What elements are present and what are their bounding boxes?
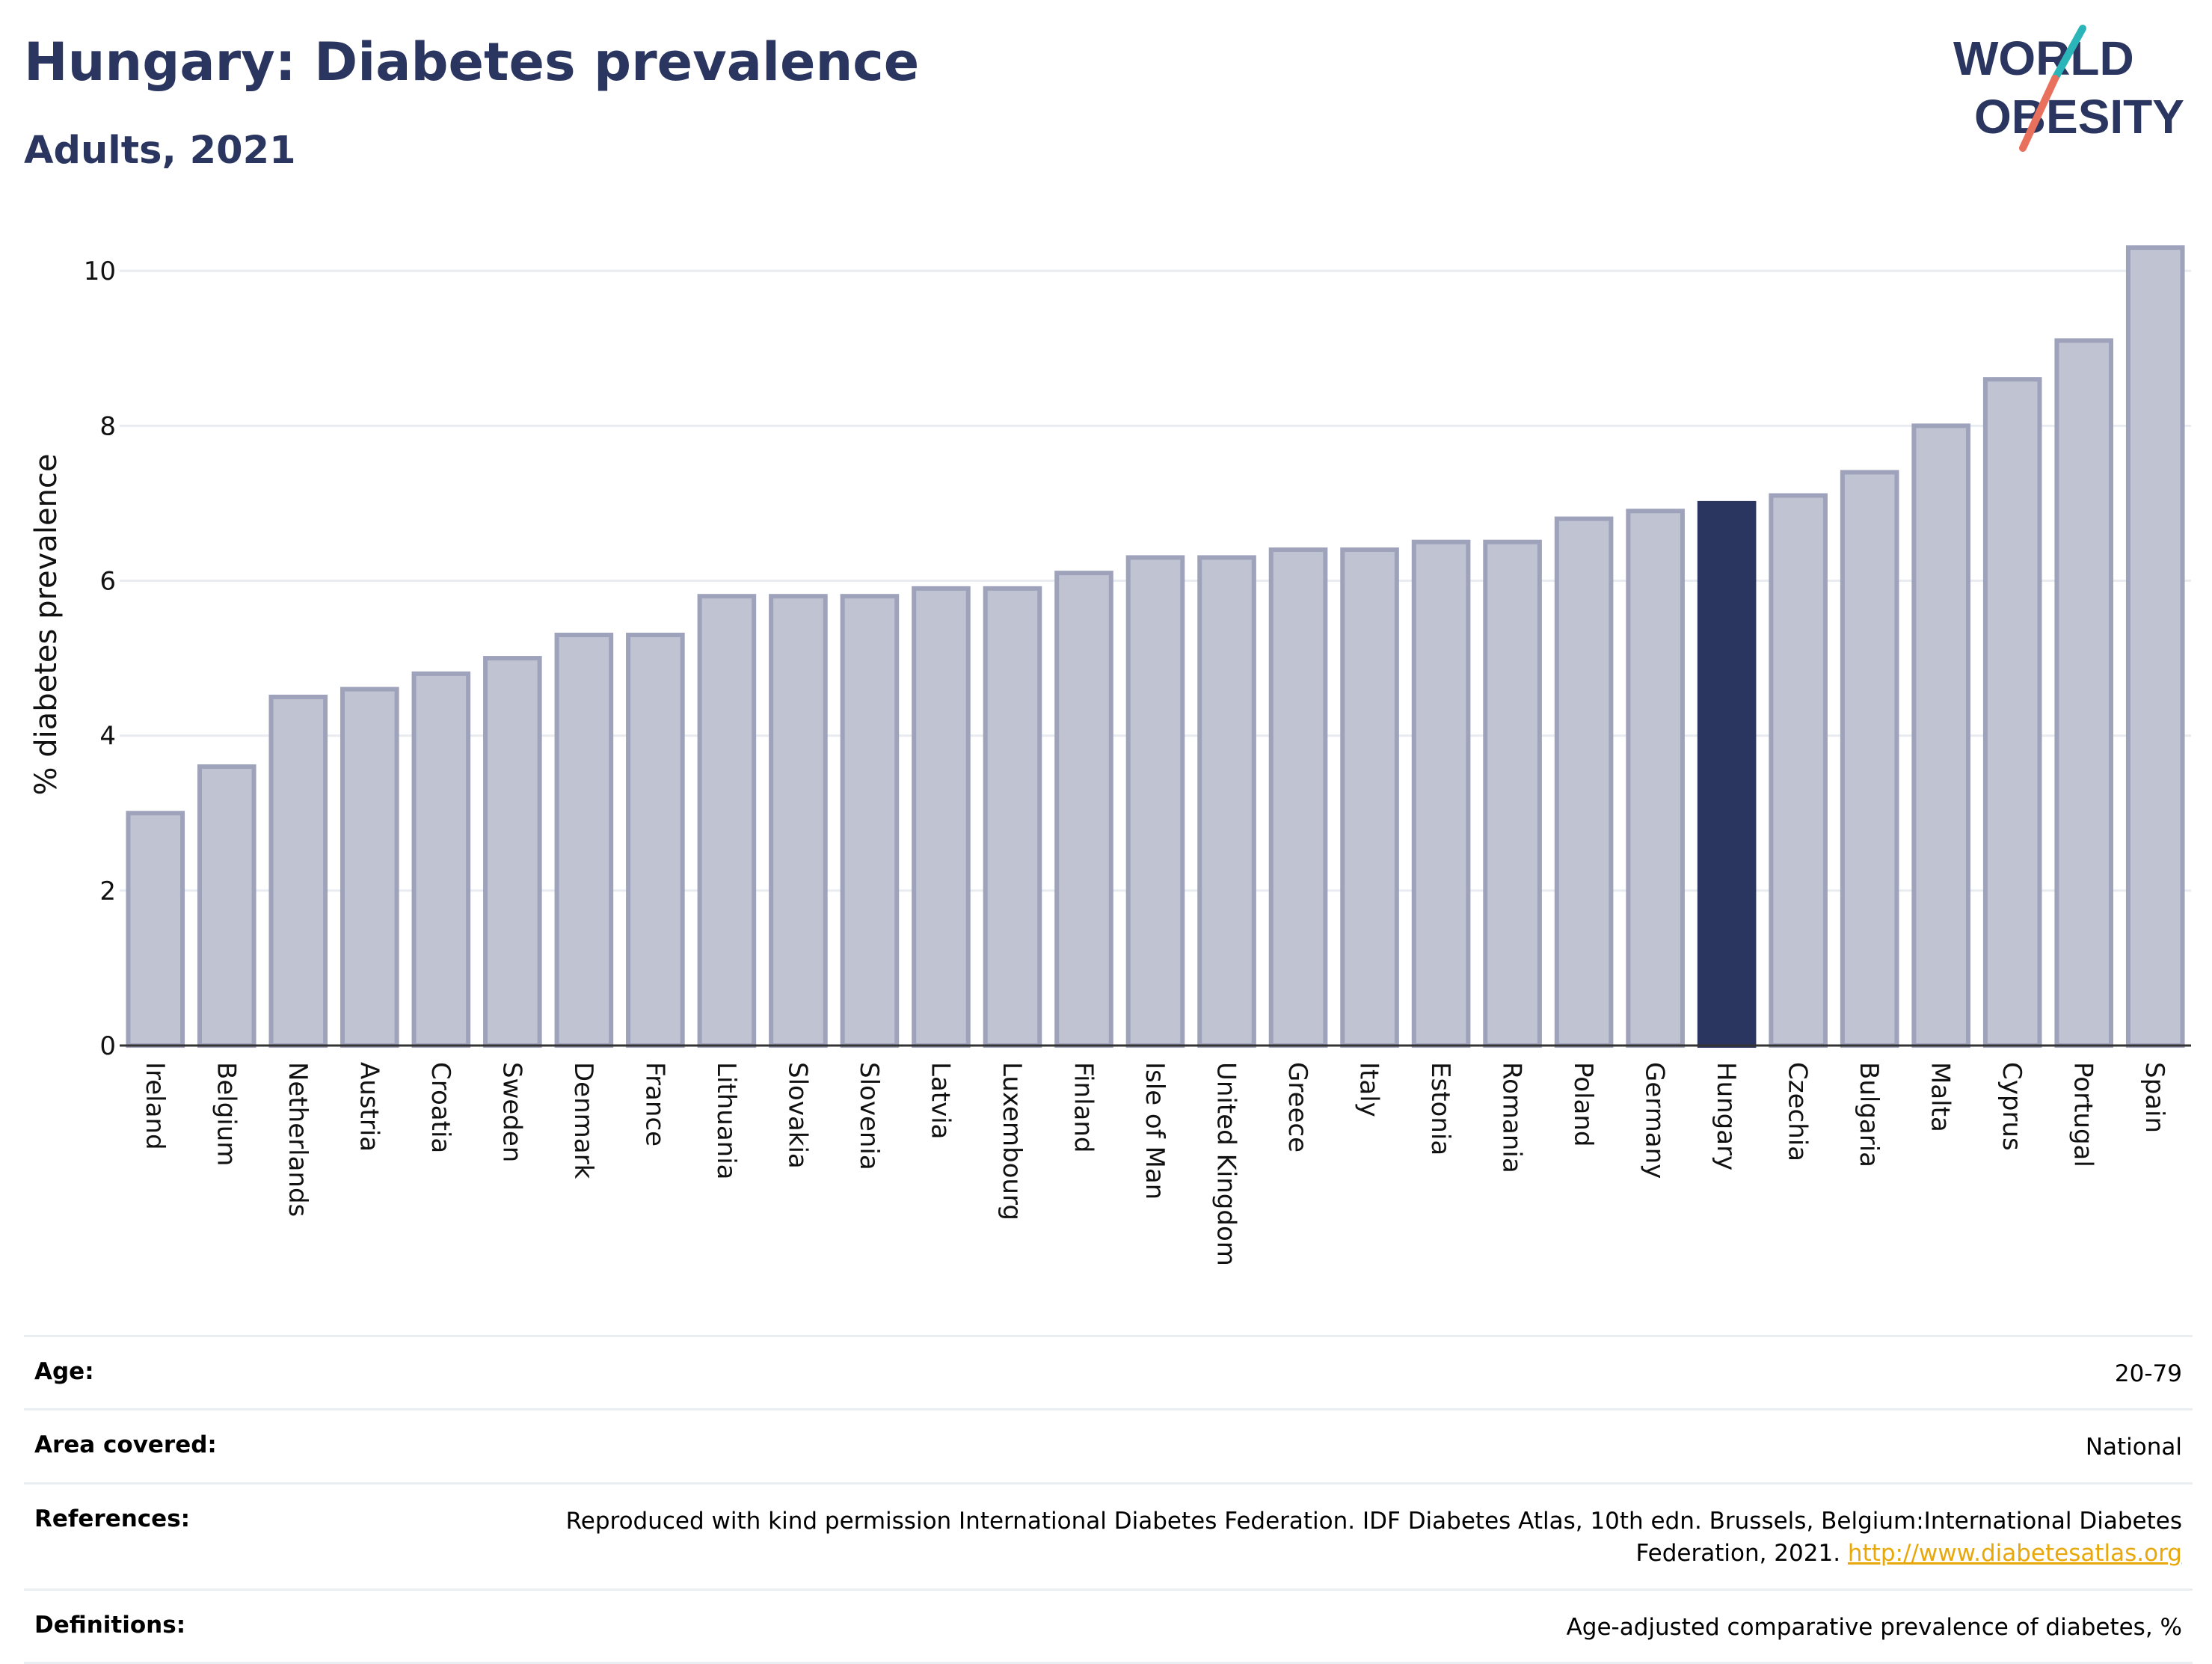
x-tick-label: Latvia <box>925 1062 955 1140</box>
bar-austria[interactable] <box>340 687 399 1049</box>
logo-line-1: WORLD <box>1953 31 2134 85</box>
page-title: Hungary: Diabetes prevalence <box>24 31 920 93</box>
bar-sweden[interactable] <box>483 656 542 1048</box>
y-tick-label: 10 <box>84 257 116 286</box>
bar-italy[interactable] <box>1340 547 1399 1048</box>
bar-slovakia[interactable] <box>769 594 828 1048</box>
x-tick-label: Poland <box>1568 1062 1598 1147</box>
x-tick-label: Slovakia <box>782 1062 812 1169</box>
x-tick-label: Sweden <box>497 1062 526 1162</box>
meta-row-area: Area covered: National <box>24 1408 2193 1482</box>
bar-greece[interactable] <box>1268 547 1328 1048</box>
meta-references-label: References: <box>34 1505 191 1532</box>
bar-portugal[interactable] <box>2054 338 2114 1048</box>
bar-estonia[interactable] <box>1411 539 1471 1048</box>
meta-age-value: 20-79 <box>2114 1360 2182 1387</box>
bar-netherlands[interactable] <box>268 694 328 1048</box>
bar-malta[interactable] <box>1911 423 1970 1048</box>
bar-france[interactable] <box>626 633 685 1048</box>
meta-row-references: References: Reproduced with kind permiss… <box>24 1482 2193 1588</box>
x-tick-label: Bulgaria <box>1854 1062 1884 1167</box>
meta-area-label: Area covered: <box>34 1431 217 1459</box>
bar-romania[interactable] <box>1483 539 1542 1048</box>
references-link[interactable]: http://www.diabetesatlas.org <box>1847 1540 2182 1568</box>
x-tick-label: United Kingdom <box>1211 1062 1241 1266</box>
meta-references-value: Reproduced with kind permission Internat… <box>462 1505 2182 1571</box>
meta-row-definitions: Definitions: Age-adjusted comparative pr… <box>24 1588 2193 1664</box>
x-tick-label: Cyprus <box>1997 1062 2027 1151</box>
x-tick-label: France <box>639 1062 669 1146</box>
x-tick-label: Malta <box>1926 1062 1956 1132</box>
bar-finland[interactable] <box>1054 571 1113 1048</box>
x-tick-label: Netherlands <box>283 1062 313 1217</box>
x-tick-label: Spain <box>2139 1062 2169 1133</box>
bar-latvia[interactable] <box>912 586 971 1048</box>
meta-definitions-label: Definitions: <box>34 1611 186 1639</box>
bar-spain[interactable] <box>2125 245 2185 1049</box>
x-tick-label: Portugal <box>2068 1062 2098 1167</box>
world-obesity-logo: WORLD OBESITY <box>1953 25 2184 152</box>
x-tick-label: Estonia <box>1425 1062 1455 1155</box>
logo-slash-coral <box>2019 75 2059 152</box>
bar-hungary[interactable] <box>1697 500 1757 1048</box>
bar-isle-of-man[interactable] <box>1125 555 1185 1048</box>
bar-poland[interactable] <box>1554 516 1614 1048</box>
x-tick-label: Lithuania <box>711 1062 741 1179</box>
x-tick-label: Hungary <box>1711 1062 1741 1170</box>
y-axis-label: % diabetes prevalence <box>29 453 64 795</box>
bar-belgium[interactable] <box>197 764 256 1049</box>
x-tick-label: Ireland <box>140 1062 170 1150</box>
x-tick-label: Germany <box>1640 1062 1670 1179</box>
bar-chart: 0 2 4 6 8 10 Ireland Belgium Netherlands Austria… <box>29 245 2191 1266</box>
bars <box>126 245 2185 1049</box>
bar-germany[interactable] <box>1626 509 1685 1048</box>
x-tick-label: Denmark <box>568 1062 598 1179</box>
meta-definitions-value: Age-adjusted comparative prevalence of d… <box>1566 1613 2182 1641</box>
meta-age-label: Age: <box>34 1358 94 1385</box>
bar-united-kingdom[interactable] <box>1197 555 1256 1048</box>
bar-czechia[interactable] <box>1769 493 1828 1048</box>
y-tick-label: 0 <box>99 1031 116 1061</box>
x-tick-label: Czechia <box>1783 1062 1813 1161</box>
bar-slovenia[interactable] <box>840 594 900 1048</box>
bar-bulgaria[interactable] <box>1840 470 1899 1048</box>
bar-lithuania[interactable] <box>697 594 757 1048</box>
x-tick-label: Italy <box>1354 1062 1384 1117</box>
meta-row-age: Age: 20-79 <box>24 1335 2193 1408</box>
logo-slash-teal <box>2051 25 2086 82</box>
bar-denmark[interactable] <box>554 633 614 1048</box>
y-tick-labels: 0 2 4 6 8 10 <box>84 257 116 1061</box>
x-tick-label: Belgium <box>211 1062 241 1166</box>
y-tick-label: 2 <box>99 876 116 906</box>
x-tick-label: Austria <box>354 1062 384 1152</box>
x-tick-labels: Ireland Belgium Netherlands Austria Croatia S… <box>140 1062 2169 1266</box>
bar-ireland[interactable] <box>126 811 185 1048</box>
logo-line-2: OBESITY <box>1974 90 2184 144</box>
x-tick-label: Romania <box>1497 1062 1527 1173</box>
bar-croatia[interactable] <box>411 671 471 1049</box>
x-tick-label: Finland <box>1068 1062 1098 1153</box>
y-tick-label: 4 <box>99 722 116 752</box>
metadata-table: Age: 20-79 Area covered: National Refere… <box>24 1335 2193 1664</box>
bar-cyprus[interactable] <box>1982 377 2042 1048</box>
page-subtitle: Adults, 2021 <box>24 129 296 173</box>
x-tick-label: Luxembourg <box>997 1062 1027 1221</box>
meta-references-text: Reproduced with kind permission Internat… <box>565 1507 2182 1568</box>
x-tick-label: Isle of Man <box>1140 1062 1170 1200</box>
x-tick-label: Slovenia <box>854 1062 884 1170</box>
x-tick-label: Greece <box>1282 1062 1312 1152</box>
bar-luxembourg[interactable] <box>983 586 1042 1048</box>
meta-area-value: National <box>2085 1434 2182 1461</box>
x-tick-label: Croatia <box>425 1062 455 1153</box>
y-tick-label: 8 <box>99 411 116 441</box>
y-tick-label: 6 <box>99 566 116 596</box>
